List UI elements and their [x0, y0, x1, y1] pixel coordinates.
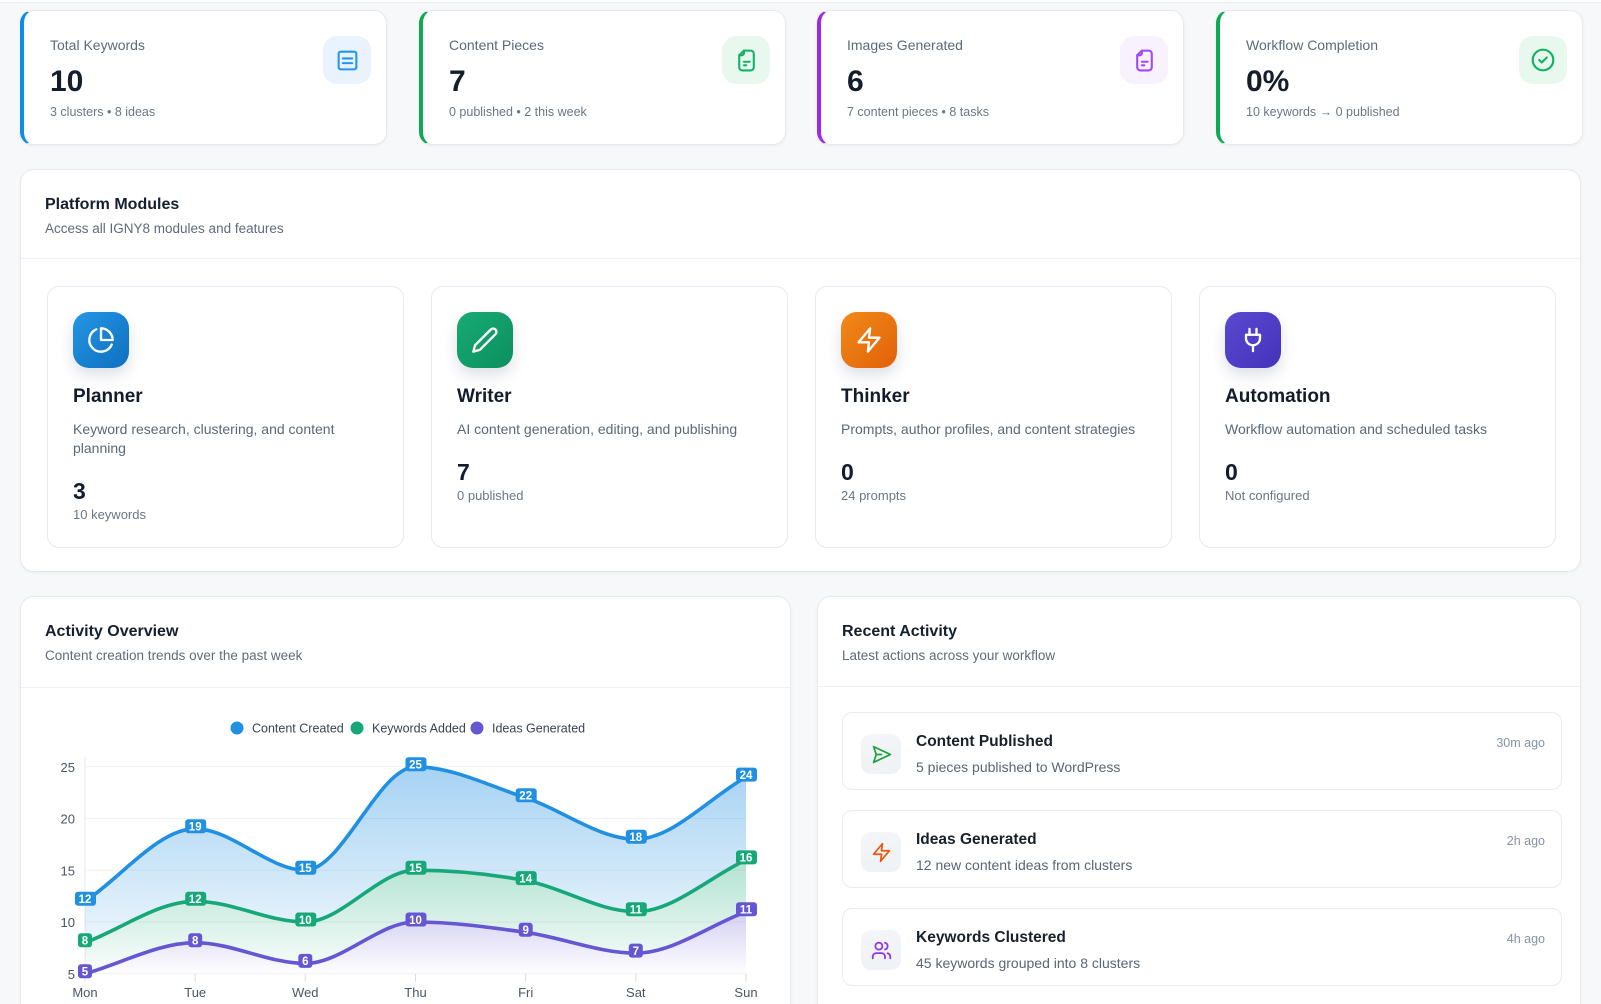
svg-text:10: 10: [61, 915, 75, 930]
svg-text:15: 15: [299, 863, 312, 875]
svg-text:10: 10: [409, 915, 422, 927]
svg-text:8: 8: [192, 936, 199, 948]
svg-text:7: 7: [633, 946, 639, 958]
svg-text:Tue: Tue: [184, 985, 206, 1000]
svg-text:Content Created: Content Created: [252, 722, 344, 736]
svg-text:20: 20: [61, 812, 75, 827]
svg-text:19: 19: [189, 822, 202, 834]
svg-text:Ideas Generated: Ideas Generated: [492, 722, 585, 736]
svg-text:12: 12: [79, 894, 92, 906]
svg-text:Mon: Mon: [72, 985, 97, 1000]
svg-text:Wed: Wed: [292, 985, 319, 1000]
svg-text:Sat: Sat: [626, 985, 646, 1000]
svg-text:9: 9: [522, 925, 528, 937]
svg-text:25: 25: [61, 760, 75, 775]
svg-text:Fri: Fri: [518, 985, 533, 1000]
svg-text:14: 14: [519, 873, 532, 885]
svg-text:5: 5: [68, 967, 75, 982]
svg-text:10: 10: [299, 915, 312, 927]
svg-text:24: 24: [740, 770, 753, 782]
svg-text:11: 11: [740, 905, 753, 917]
svg-text:15: 15: [61, 864, 75, 879]
svg-text:15: 15: [409, 863, 422, 875]
svg-text:22: 22: [519, 791, 532, 803]
svg-text:Thu: Thu: [404, 985, 426, 1000]
svg-text:Sun: Sun: [734, 985, 757, 1000]
svg-text:11: 11: [630, 905, 643, 917]
svg-text:Keywords Added: Keywords Added: [372, 722, 466, 736]
svg-text:8: 8: [82, 936, 89, 948]
svg-text:12: 12: [189, 894, 202, 906]
svg-text:16: 16: [740, 853, 753, 865]
svg-text:18: 18: [629, 832, 642, 844]
svg-text:25: 25: [409, 760, 422, 772]
svg-text:5: 5: [82, 967, 89, 979]
svg-text:6: 6: [302, 956, 308, 968]
